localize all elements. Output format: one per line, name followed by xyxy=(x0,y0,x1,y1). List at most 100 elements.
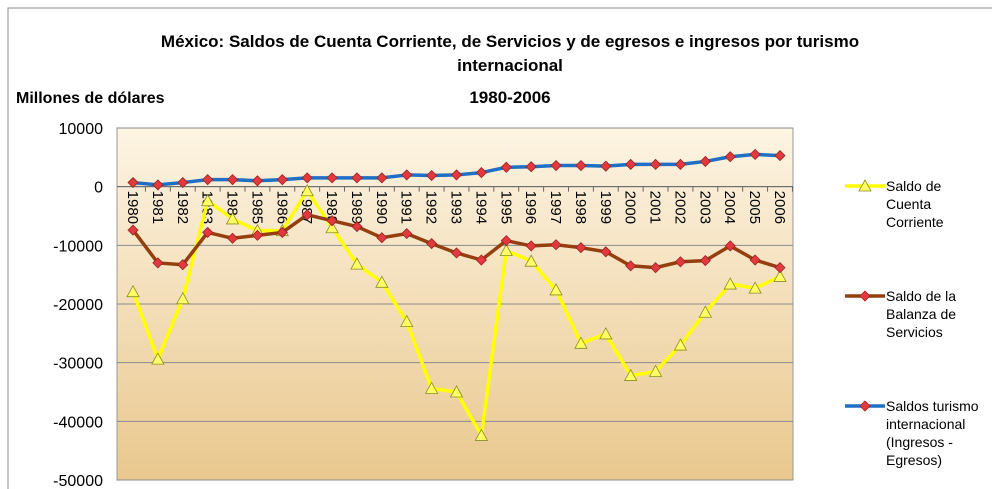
marker xyxy=(426,169,438,182)
marker xyxy=(152,179,164,191)
marker xyxy=(400,314,414,327)
y-axis-label: Millones de dólares xyxy=(16,90,165,107)
x-tick-label: 1996 xyxy=(522,191,539,224)
marker xyxy=(474,428,489,441)
marker xyxy=(858,179,872,192)
x-tick-label: 1986 xyxy=(273,191,290,224)
x-tick-label: 1994 xyxy=(472,191,489,224)
x-tick-label: 1997 xyxy=(547,191,564,224)
marker xyxy=(749,148,761,160)
marker xyxy=(127,176,139,189)
marker xyxy=(624,368,638,381)
x-tick-label: 2001 xyxy=(647,191,664,224)
marker xyxy=(500,161,512,173)
legend-label: Saldos turismo internacional (Ingresos -… xyxy=(886,398,979,468)
marker xyxy=(177,259,189,271)
x-tick-label: 1988 xyxy=(323,191,340,224)
marker xyxy=(200,193,215,207)
marker xyxy=(424,381,439,394)
x-tick-label: 1985 xyxy=(248,191,265,224)
marker xyxy=(650,158,662,170)
marker xyxy=(475,167,487,179)
x-tick-label: 1992 xyxy=(423,191,440,224)
marker xyxy=(326,172,338,184)
marker xyxy=(449,385,464,398)
marker xyxy=(251,175,263,187)
marker xyxy=(774,150,786,162)
x-tick-label: 1999 xyxy=(597,191,614,224)
marker xyxy=(276,226,288,238)
marker xyxy=(674,158,687,170)
marker xyxy=(152,257,164,269)
marker xyxy=(127,224,139,236)
marker xyxy=(600,246,612,258)
y-tick-label: -30000 xyxy=(53,356,103,373)
marker xyxy=(226,174,239,186)
marker xyxy=(774,262,786,274)
y-tick-label: -40000 xyxy=(53,414,103,431)
y-tick-label: 0 xyxy=(94,180,103,197)
marker xyxy=(351,220,363,233)
marker xyxy=(376,232,388,244)
marker xyxy=(698,305,713,318)
marker xyxy=(176,291,190,305)
marker xyxy=(673,338,688,351)
marker xyxy=(202,226,214,238)
x-tick-label: 2004 xyxy=(721,191,738,224)
marker xyxy=(625,158,637,170)
marker xyxy=(723,277,737,290)
marker xyxy=(276,174,288,186)
y-tick-label: -20000 xyxy=(53,297,103,314)
marker xyxy=(151,352,165,365)
marker xyxy=(251,229,263,241)
y-tick-label: -50000 xyxy=(53,473,103,489)
marker xyxy=(401,169,413,181)
marker xyxy=(225,212,240,225)
marker xyxy=(674,256,687,268)
x-tick-label: 1998 xyxy=(572,191,589,224)
marker xyxy=(301,172,313,184)
marker xyxy=(599,327,613,340)
marker xyxy=(550,239,562,251)
marker xyxy=(525,161,537,173)
x-tick-label: 2000 xyxy=(622,191,639,224)
x-tick-label: 2006 xyxy=(771,191,788,224)
marker xyxy=(625,260,637,272)
y-tick-label: 10000 xyxy=(59,121,104,138)
marker xyxy=(749,254,761,266)
marker xyxy=(748,281,762,294)
marker xyxy=(699,255,711,267)
marker xyxy=(600,160,612,172)
y-tick-label: -10000 xyxy=(53,238,103,255)
marker xyxy=(350,257,364,270)
marker xyxy=(724,151,736,163)
marker xyxy=(475,254,487,266)
x-tick-label: 1982 xyxy=(174,191,191,224)
marker xyxy=(301,209,313,221)
marker xyxy=(499,243,513,257)
marker xyxy=(525,240,537,252)
marker xyxy=(300,183,314,197)
marker xyxy=(325,220,339,234)
marker xyxy=(426,238,438,250)
marker xyxy=(773,269,787,282)
marker xyxy=(226,232,239,244)
marker xyxy=(648,364,663,377)
marker xyxy=(500,235,512,247)
x-tick-label: 1991 xyxy=(398,191,415,224)
marker xyxy=(177,176,189,189)
marker xyxy=(859,290,871,302)
marker xyxy=(401,228,413,240)
x-tick-label: 1980 xyxy=(124,191,141,224)
legend-label: Saldo de Cuenta Corriente xyxy=(886,178,944,230)
x-tick-label: 1989 xyxy=(348,191,365,224)
marker xyxy=(202,174,214,186)
x-tick-label: 2003 xyxy=(696,191,713,224)
marker xyxy=(724,240,736,252)
chart-subtitle: 1980-2006 xyxy=(469,88,551,107)
x-tick-label: 1995 xyxy=(497,191,514,224)
marker xyxy=(524,254,538,267)
x-tick-label: 2002 xyxy=(671,191,688,224)
